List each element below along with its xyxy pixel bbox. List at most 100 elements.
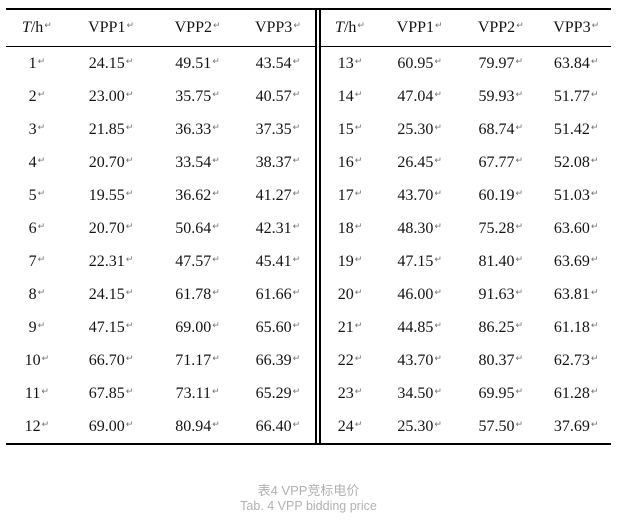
table-left-half: T/h↵ VPP1↵ VPP2↵ VPP3↵ 1↵ 24.15↵ 49.51↵ 43.54↵ 2… (6, 10, 321, 443)
end-of-cell-mark-icon: ↵ (125, 287, 134, 298)
end-of-cell-mark-icon: ↵ (354, 188, 363, 199)
table-cell: 24.15↵ (68, 55, 155, 72)
end-of-cell-mark-icon: ↵ (434, 254, 442, 265)
table-cell: 19↵ (321, 253, 379, 270)
table-cell-text: 36.33 (175, 120, 212, 138)
end-of-cell-mark-icon: ↵ (125, 56, 134, 67)
table-cell-text: 19.55 (88, 186, 125, 204)
table-cell-text: 25.30 (397, 417, 434, 435)
table-cell-text: 65.60 (255, 318, 292, 336)
table-cell: 62.73↵ (541, 352, 611, 369)
table-cell-text: 15 (337, 120, 354, 138)
table-cell: 12↵ (6, 418, 68, 435)
end-of-cell-mark-icon: ↵ (292, 221, 301, 232)
table-cell: 80.37↵ (460, 351, 541, 369)
end-of-cell-mark-icon: ↵ (125, 221, 134, 232)
table-cell-text: 38.37 (255, 153, 292, 171)
table-cell-text: 35.75 (175, 87, 212, 105)
header-cell-text: VPP2 (174, 19, 212, 36)
table-cell-text: 18 (337, 219, 354, 237)
table-cell-text: 68.74 (478, 120, 515, 138)
table-cell-text: 66.40 (255, 417, 292, 435)
table-cell: 68.74↵ (460, 120, 541, 138)
header-cell: VPP1↵ (379, 20, 460, 36)
table-cell: 66.40↵ (241, 417, 315, 435)
table-cell: 24↵ (321, 418, 379, 435)
table-cell-text: 26.45 (397, 153, 434, 171)
end-of-cell-mark-icon: ↵ (515, 419, 524, 430)
table-cell-text: 23 (337, 384, 354, 402)
table-cell: 69.00↵ (154, 319, 241, 336)
table-cell: 47.15↵ (68, 319, 155, 336)
table-cell: 63.60↵ (541, 220, 611, 237)
table-cell-text: 43.54 (255, 54, 292, 72)
end-of-cell-mark-icon: ↵ (125, 353, 134, 364)
table-cell-text: 91.63 (478, 285, 515, 303)
table-cell-text: 37.35 (255, 120, 292, 138)
table-cell-text: 51.42 (553, 120, 590, 138)
end-of-cell-mark-icon: ↵ (37, 56, 46, 67)
end-of-cell-mark-icon: ↵ (515, 122, 524, 133)
table-cell: 60.19↵ (460, 187, 541, 204)
end-of-cell-mark-icon: ↵ (515, 56, 524, 67)
end-of-cell-mark-icon: ↵ (293, 21, 301, 31)
end-of-cell-mark-icon: ↵ (516, 21, 524, 31)
table-cell-text: 33.54 (175, 153, 212, 171)
end-of-cell-mark-icon: ↵ (292, 386, 301, 397)
table-cell-text: 57.50 (478, 417, 515, 435)
end-of-cell-mark-icon: ↵ (354, 122, 363, 133)
table-cell-text: 13 (337, 54, 354, 72)
table-cell: 86.25↵ (460, 319, 541, 336)
header-cell: VPP1↵ (68, 20, 155, 36)
table-cell-text: 9 (28, 318, 37, 336)
end-of-cell-mark-icon: ↵ (434, 221, 442, 232)
table-row: 8↵ 24.15↵ 61.78↵ 61.66↵ (6, 278, 315, 311)
end-of-cell-mark-icon: ↵ (515, 221, 524, 232)
table-cell-text: 75.28 (478, 219, 515, 237)
table-cell-text: 14 (337, 87, 354, 105)
table-cell: 48.30↵ (379, 220, 460, 237)
end-of-cell-mark-icon: ↵ (590, 386, 599, 397)
table-cell: 10↵ (6, 352, 68, 369)
table-cell: 46.00↵ (379, 286, 460, 303)
table-cell-text: 40.57 (255, 87, 292, 105)
table-cell-text: 80.37 (478, 351, 515, 369)
end-of-cell-mark-icon: ↵ (354, 386, 363, 397)
table-cell-text: 52.08 (553, 153, 590, 171)
table-cell: 1↵ (6, 55, 68, 72)
table-cell-text: 47.04 (397, 87, 434, 105)
table-row: 16↵ 26.45↵ 67.77↵ 52.08↵ (321, 146, 611, 179)
table-cell: 21.85↵ (68, 120, 155, 138)
table-cell-text: 51.03 (553, 186, 590, 204)
table-cell: 61.18↵ (541, 319, 611, 336)
end-of-cell-mark-icon: ↵ (354, 221, 363, 232)
caption-chinese: 表4 VPP竞标电价 (257, 483, 360, 498)
table-cell-text: 59.93 (478, 87, 515, 105)
end-of-cell-mark-icon: ↵ (434, 188, 442, 199)
table-row: 18↵ 48.30↵ 75.28↵ 63.60↵ (321, 212, 611, 245)
end-of-cell-mark-icon: ↵ (292, 419, 301, 430)
end-of-cell-mark-icon: ↵ (292, 353, 301, 364)
table-cell: 65.60↵ (241, 318, 315, 336)
table-cell-text: 8 (28, 285, 37, 303)
table-cell-text: 2 (28, 87, 37, 105)
table-cell-text: 67.77 (478, 153, 515, 171)
end-of-cell-mark-icon: ↵ (435, 21, 443, 31)
end-of-cell-mark-icon: ↵ (590, 221, 599, 232)
end-of-cell-mark-icon: ↵ (212, 21, 221, 31)
end-of-cell-mark-icon: ↵ (41, 353, 50, 364)
table-cell-text: 21.85 (88, 120, 125, 138)
table-row: 9↵ 47.15↵ 69.00↵ 65.60↵ (6, 311, 315, 344)
table-cell-text: 25.30 (397, 120, 434, 138)
table-cell: 43.54↵ (241, 54, 315, 72)
vpp-bidding-table: T/h↵ VPP1↵ VPP2↵ VPP3↵ 1↵ 24.15↵ 49.51↵ 43.54↵ 2… (6, 8, 611, 445)
end-of-cell-mark-icon: ↵ (292, 254, 301, 265)
end-of-cell-mark-icon: ↵ (125, 89, 134, 100)
table-right-half: T/h↵ VPP1↵ VPP2↵ VPP3↵ 13↵ 60.95↵ 79.97↵ 63.84↵… (321, 10, 611, 443)
table-cell: 4↵ (6, 154, 68, 171)
end-of-cell-mark-icon: ↵ (434, 320, 442, 331)
table-cell: 37.35↵ (241, 120, 315, 138)
table-cell-text: 61.66 (255, 285, 292, 303)
end-of-cell-mark-icon: ↵ (41, 386, 49, 397)
table-cell-text: 63.81 (553, 285, 590, 303)
